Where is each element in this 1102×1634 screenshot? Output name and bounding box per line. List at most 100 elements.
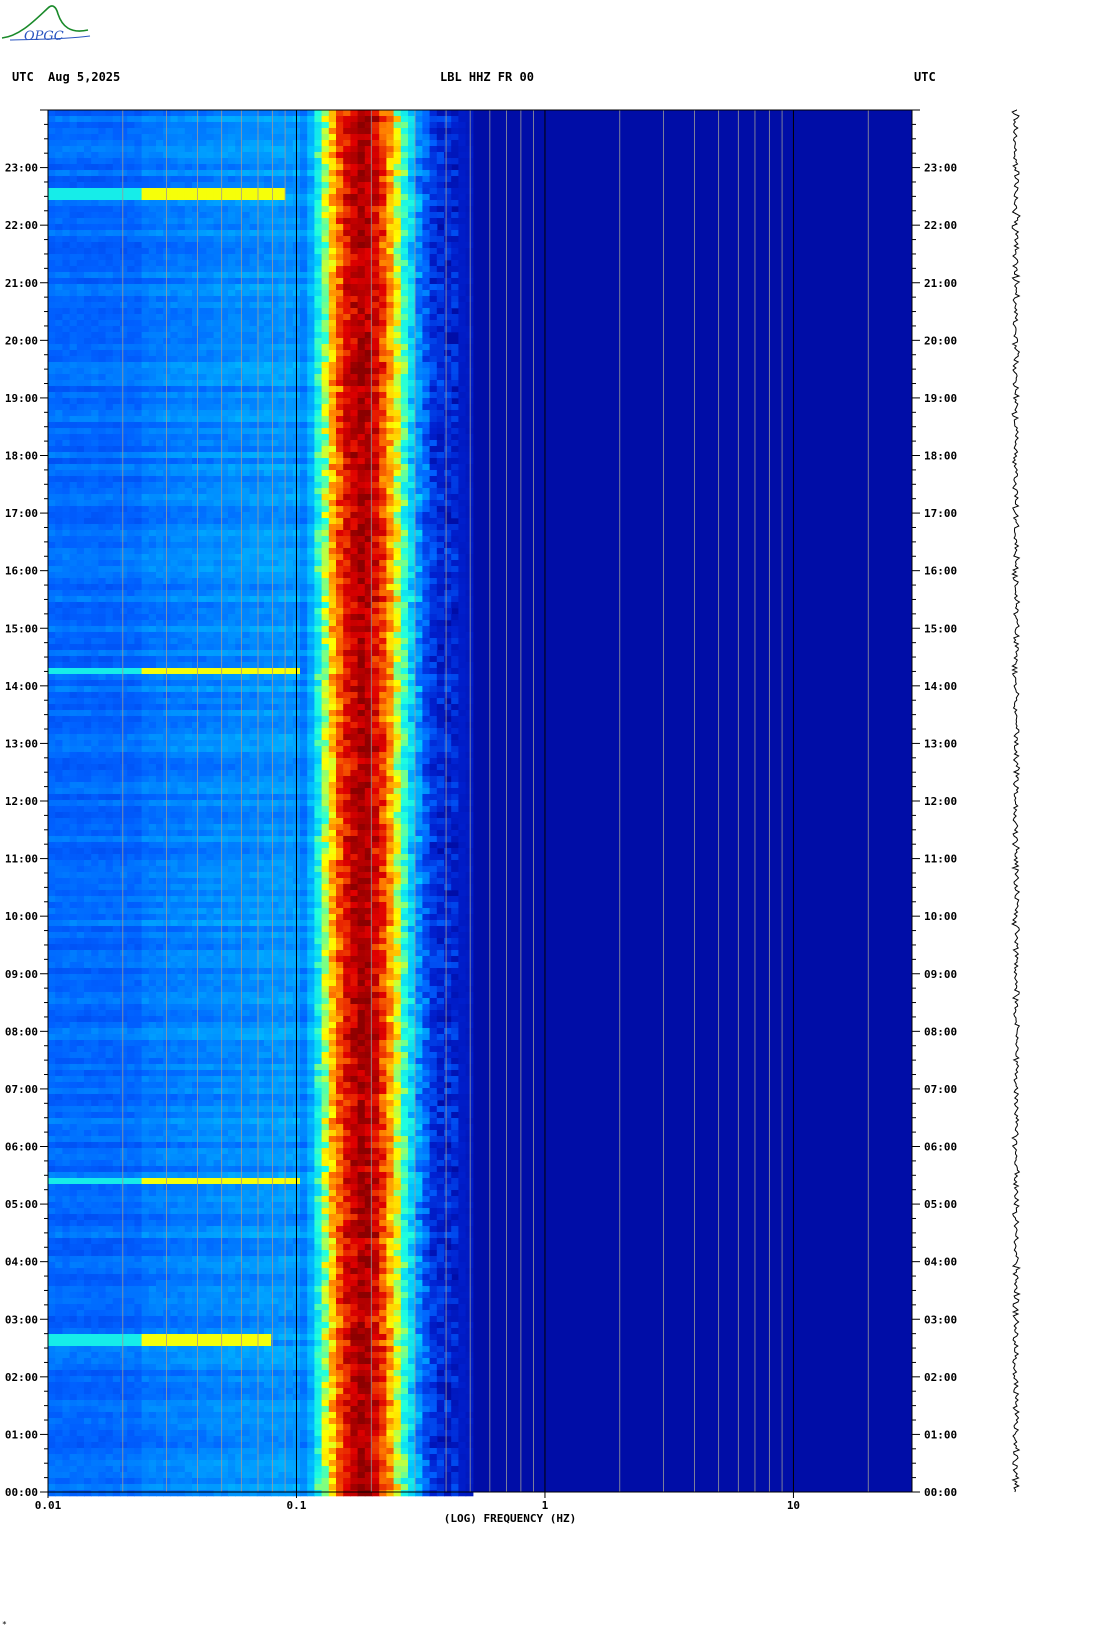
heatmap-cell <box>249 590 258 597</box>
heatmap-cell <box>350 368 359 375</box>
heatmap-cell <box>264 566 272 573</box>
heatmap-cell <box>192 284 200 291</box>
heatmap-cell <box>192 224 200 231</box>
heatmap-cell <box>256 170 265 177</box>
heatmap-cell <box>105 518 114 525</box>
heatmap-cell <box>465 272 474 279</box>
heatmap-cell <box>436 428 445 435</box>
heatmap-cell <box>62 158 71 165</box>
heatmap-cell <box>379 254 387 261</box>
heatmap-cell <box>148 578 157 585</box>
heatmap-cell <box>422 188 431 195</box>
heatmap-cell <box>336 614 344 621</box>
heatmap-cell <box>451 284 459 291</box>
heatmap-cell <box>343 584 351 591</box>
heatmap-cell <box>328 272 337 279</box>
heatmap-cell <box>386 128 395 135</box>
heatmap-cell <box>192 164 200 171</box>
heatmap-cell <box>271 170 279 177</box>
heatmap-cell <box>163 416 171 423</box>
heatmap-cell <box>213 398 222 405</box>
heatmap-cell <box>249 440 258 447</box>
heatmap-cell <box>206 338 215 345</box>
heatmap-cell <box>256 464 265 471</box>
heatmap-cell <box>336 560 344 567</box>
heatmap-cell <box>112 362 121 369</box>
heatmap-cell <box>105 206 114 213</box>
heatmap-cell <box>55 584 63 591</box>
heatmap-cell <box>400 536 409 543</box>
heatmap-cell <box>199 452 207 459</box>
heatmap-cell <box>415 500 423 507</box>
heatmap-cell <box>249 350 258 357</box>
heatmap-cell <box>321 548 330 555</box>
heatmap-cell <box>372 512 380 519</box>
heatmap-cell <box>84 140 92 147</box>
heatmap-cell <box>91 500 99 507</box>
heatmap-cell <box>177 254 186 261</box>
heatmap-cell <box>120 248 128 255</box>
heatmap-cell <box>429 188 438 195</box>
heatmap-cell <box>444 362 452 369</box>
heatmap-cell <box>62 362 71 369</box>
heatmap-cell <box>285 482 294 489</box>
heatmap-cell <box>249 164 258 171</box>
heatmap-cell <box>400 122 409 129</box>
heatmap-cell <box>170 314 179 321</box>
heatmap-cell <box>134 482 143 489</box>
heatmap-cell <box>436 386 445 393</box>
heatmap-cell <box>206 416 215 423</box>
heatmap-cell <box>400 170 409 177</box>
heatmap-cell <box>55 542 63 549</box>
heatmap-cell <box>307 116 315 123</box>
heatmap-cell <box>328 452 337 459</box>
heatmap-cell <box>228 332 236 339</box>
heatmap-cell <box>393 404 402 411</box>
heatmap-cell <box>120 314 128 321</box>
heatmap-cell <box>199 284 207 291</box>
heatmap-cell <box>465 248 474 255</box>
heatmap-cell <box>62 590 71 597</box>
heatmap-cell <box>177 338 186 345</box>
heatmap-cell <box>84 146 92 153</box>
heatmap-cell <box>112 110 121 117</box>
heatmap-cell <box>408 158 416 165</box>
heatmap-cell <box>436 344 445 351</box>
heatmap-cell <box>264 500 272 507</box>
heatmap-cell <box>408 380 416 387</box>
heatmap-cell <box>364 398 373 405</box>
heatmap-cell <box>156 254 164 261</box>
heatmap-cell <box>364 158 373 165</box>
heatmap-cell <box>170 146 179 153</box>
heatmap-cell <box>249 458 258 465</box>
heatmap-cell <box>415 428 423 435</box>
heatmap-cell <box>386 422 395 429</box>
heatmap-cell <box>436 542 445 549</box>
heatmap-cell <box>62 434 71 441</box>
heatmap-cell <box>415 314 423 321</box>
heatmap-cell <box>458 308 467 315</box>
heatmap-cell <box>48 332 56 339</box>
heatmap-cell <box>408 290 416 297</box>
heatmap-cell <box>184 212 193 219</box>
heatmap-cell <box>112 602 121 609</box>
heatmap-cell <box>170 518 179 525</box>
heatmap-cell <box>364 416 373 423</box>
heatmap-cell <box>357 422 366 429</box>
heatmap-cell <box>48 398 56 405</box>
heatmap-cell <box>91 506 99 513</box>
heatmap-cell <box>249 188 258 195</box>
heatmap-cell <box>379 554 387 561</box>
heatmap-cell <box>458 362 467 369</box>
heatmap-cell <box>91 362 99 369</box>
heatmap-cell <box>328 308 337 315</box>
heatmap-cell <box>314 578 323 585</box>
heatmap-cell <box>213 542 222 549</box>
heatmap-cell <box>163 608 171 615</box>
heatmap-cell <box>256 344 265 351</box>
heatmap-cell <box>177 140 186 147</box>
heatmap-cell <box>91 326 99 333</box>
heatmap-cell <box>300 542 308 549</box>
heatmap-cell <box>220 170 229 177</box>
